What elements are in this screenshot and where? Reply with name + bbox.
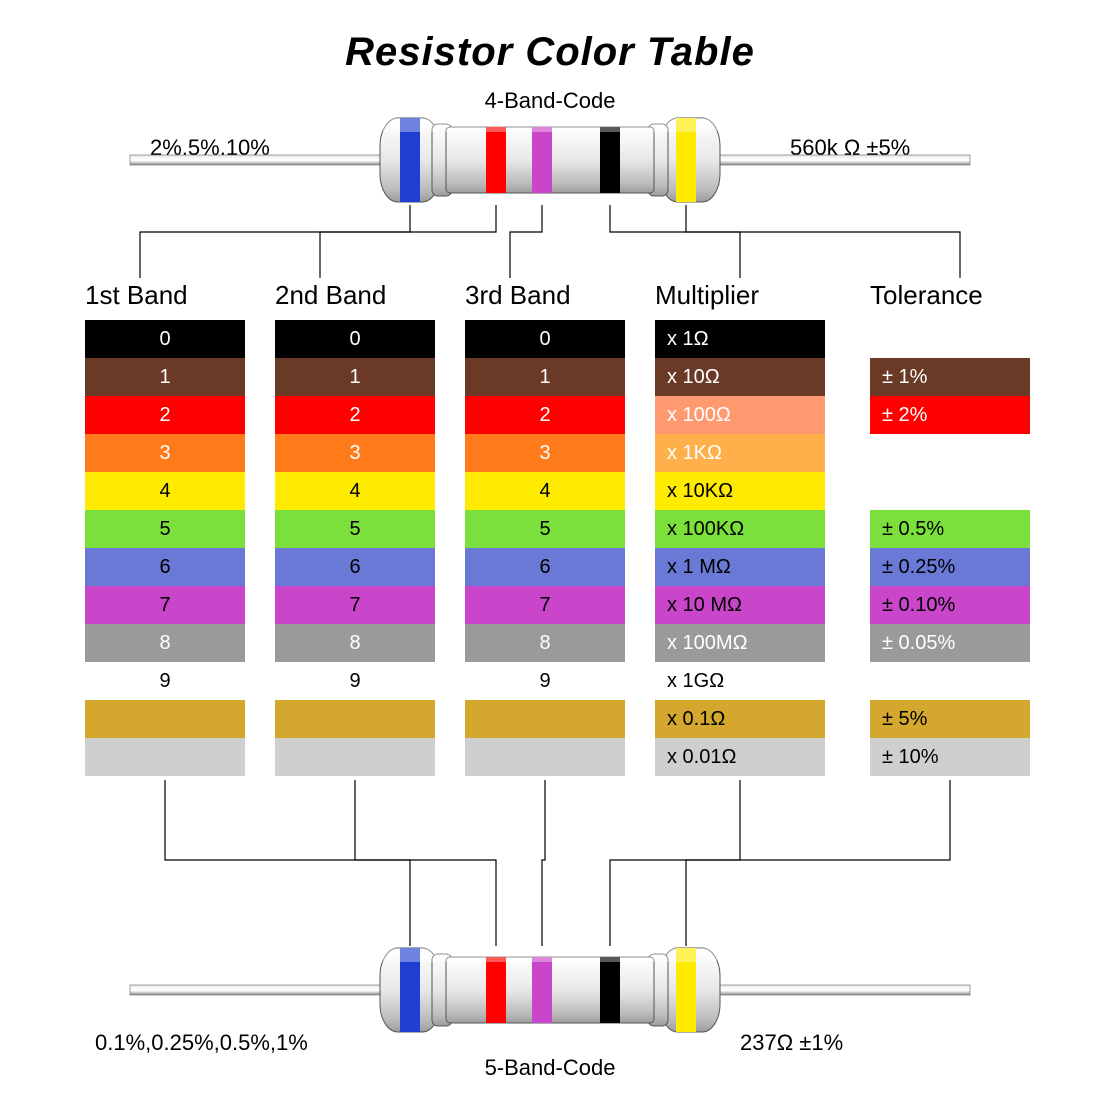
diagram-svg [0, 0, 1100, 1100]
